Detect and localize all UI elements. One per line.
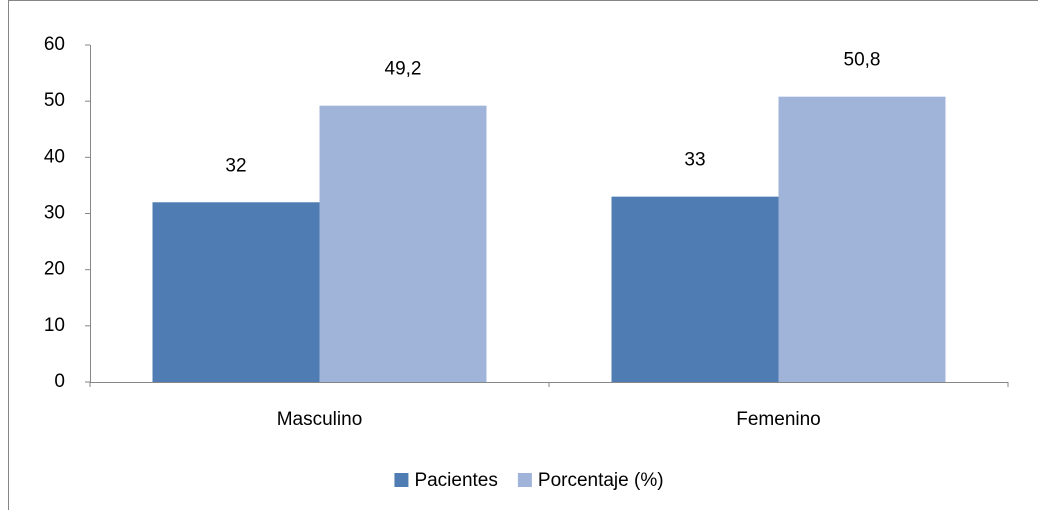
- y-tick-label: 30: [44, 203, 65, 224]
- legend-swatch: [394, 473, 409, 487]
- x-tick-label: Femenino: [736, 409, 821, 430]
- legend-label: Porcentaje (%): [538, 470, 664, 491]
- y-tick-label: 20: [44, 259, 65, 280]
- legend-swatch: [517, 473, 532, 487]
- bar: [778, 96, 946, 382]
- bar: [611, 196, 779, 382]
- y-tick-label: 50: [44, 90, 65, 111]
- x-tick-label: Masculino: [277, 409, 363, 430]
- y-tick-label: 40: [44, 146, 65, 167]
- y-tick-label: 10: [44, 315, 65, 336]
- legend-label: Pacientes: [414, 470, 497, 491]
- y-tick-label: 0: [54, 371, 65, 392]
- bar: [319, 105, 487, 382]
- y-tick-label: 60: [44, 34, 65, 55]
- bar: [152, 202, 320, 382]
- value-label: 33: [684, 150, 705, 171]
- value-label: 49,2: [385, 59, 422, 80]
- value-label: 50,8: [844, 50, 881, 71]
- value-label: 32: [225, 155, 246, 176]
